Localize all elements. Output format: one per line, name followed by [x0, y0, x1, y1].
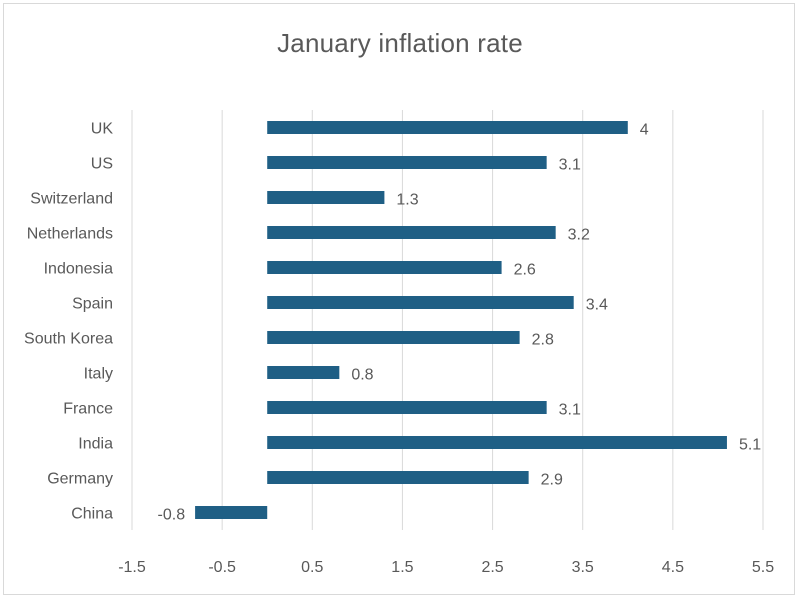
- data-label: 2.6: [514, 262, 536, 279]
- category-label: Spain: [72, 296, 113, 313]
- category-labels: China Germany India France Italy South Korea S…: [24, 121, 113, 523]
- data-label: -0.8: [158, 507, 186, 524]
- data-label: 3.1: [559, 402, 581, 419]
- bars: [195, 121, 727, 519]
- bar: [267, 366, 340, 379]
- category-label: France: [63, 401, 113, 418]
- x-tick-label: -1.5: [118, 559, 146, 576]
- bar: [267, 191, 385, 204]
- bar: [267, 436, 727, 449]
- data-label: 3.2: [568, 227, 590, 244]
- category-label: India: [78, 436, 113, 453]
- bar: [267, 296, 574, 309]
- data-label: 2.8: [532, 332, 554, 349]
- bar: [267, 471, 529, 484]
- x-tick-label: -0.5: [208, 559, 236, 576]
- bar: [267, 261, 502, 274]
- grid-lines: [131, 110, 764, 530]
- category-label: Netherlands: [27, 226, 113, 243]
- x-tick-label: 2.5: [481, 559, 503, 576]
- x-tick-label: 3.5: [572, 559, 594, 576]
- data-label: 3.1: [559, 157, 581, 174]
- data-labels: -0.8 2.9 5.1 3.1 0.8 2.8 3.4 2.6 3.2 1.3 3.1 4: [158, 122, 762, 524]
- x-tick-label: 5.5: [752, 559, 774, 576]
- bar: [267, 121, 628, 134]
- category-label: South Korea: [24, 331, 113, 348]
- category-label: Switzerland: [30, 191, 113, 208]
- bar: [267, 401, 547, 414]
- x-tick-label: 4.5: [662, 559, 684, 576]
- data-label: 3.4: [586, 297, 608, 314]
- category-label: US: [91, 156, 113, 173]
- category-label: China: [71, 506, 113, 523]
- data-label: 0.8: [351, 367, 373, 384]
- data-label: 1.3: [396, 192, 418, 209]
- bar: [267, 156, 547, 169]
- chart-title: January inflation rate: [277, 28, 523, 58]
- data-label: 5.1: [739, 437, 761, 454]
- data-label: 4: [640, 122, 649, 139]
- category-label: Germany: [47, 471, 113, 488]
- data-label: 2.9: [541, 472, 563, 489]
- x-tick-label: 1.5: [391, 559, 413, 576]
- x-tick-label: 0.5: [301, 559, 323, 576]
- x-axis-tick-labels: -1.5 -0.5 0.5 1.5 2.5 3.5 4.5 5.5: [118, 559, 774, 576]
- category-label: Italy: [84, 366, 113, 383]
- bar: [267, 226, 556, 239]
- bar: [195, 506, 268, 519]
- bar: [267, 331, 520, 344]
- category-label: Indonesia: [44, 261, 113, 278]
- category-label: UK: [91, 121, 114, 138]
